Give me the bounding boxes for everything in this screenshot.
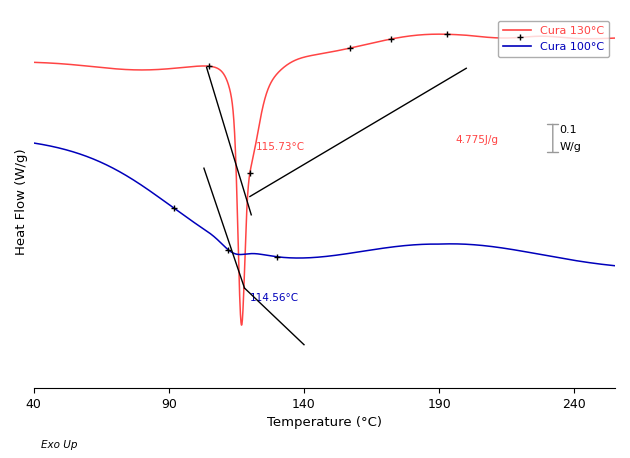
Y-axis label: Heat Flow (W/g): Heat Flow (W/g) (15, 148, 28, 255)
Text: 0.1: 0.1 (559, 125, 577, 135)
Text: 114.56°C: 114.56°C (250, 293, 299, 303)
X-axis label: Temperature (°C): Temperature (°C) (266, 416, 382, 429)
Text: 4.775J/g: 4.775J/g (455, 135, 498, 145)
Text: 115.73°C: 115.73°C (255, 142, 304, 152)
Text: Exo Up: Exo Up (41, 440, 77, 450)
Legend: Cura 130°C, Cura 100°C: Cura 130°C, Cura 100°C (498, 21, 609, 57)
Text: W/g: W/g (559, 142, 581, 152)
